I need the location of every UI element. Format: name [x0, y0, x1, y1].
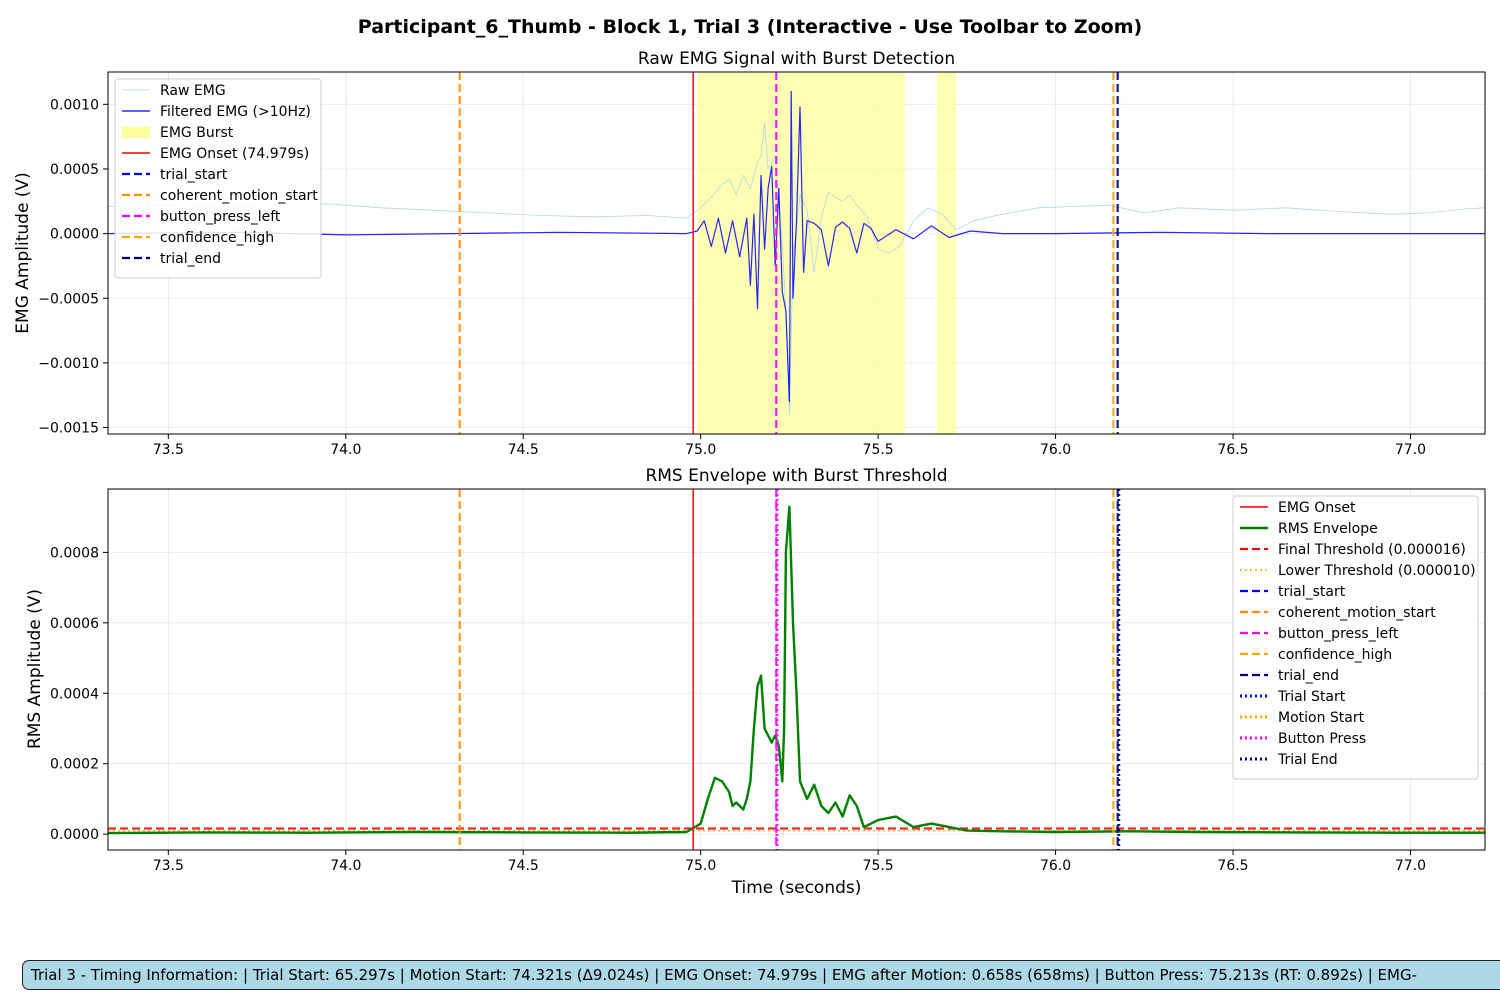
y-tick-label: 0.0010 — [50, 97, 99, 113]
legend-patch — [122, 127, 150, 138]
legend-frame — [1232, 495, 1479, 780]
y-tick-label: −0.0005 — [38, 291, 99, 307]
legend-label: trial_end — [160, 251, 221, 267]
legend-label: button_press_left — [160, 209, 281, 225]
y-tick-label: 0.0004 — [50, 686, 99, 702]
figure-title: Participant_6_Thumb - Block 1, Trial 3 (… — [357, 16, 1143, 38]
y-tick-label: 0.0005 — [50, 162, 99, 178]
x-tick-label: 73.5 — [153, 858, 184, 874]
series-line — [108, 123, 1485, 415]
legend-label: EMG Onset (74.979s) — [160, 146, 309, 162]
x-tick-label: 76.5 — [1217, 442, 1248, 458]
timing-info-text: Trial 3 - Timing Information: | Trial St… — [31, 966, 1417, 984]
legend-label: Filtered EMG (>10Hz) — [160, 104, 311, 120]
legend-label: Final Threshold (0.000016) — [1278, 542, 1466, 558]
x-tick-label: 74.5 — [508, 442, 539, 458]
legend-label: RMS Envelope — [1278, 521, 1378, 537]
y-tick-label: −0.0015 — [38, 421, 99, 437]
legend-label: trial_start — [1278, 584, 1346, 600]
rms-envelope-axes: 73.5 74.0 74.5 75.0 75.5 76.0 76.5 77.0 0.0000 0.… — [25, 466, 1486, 898]
x-tick-label: 77.0 — [1395, 858, 1426, 874]
timing-info-box: Trial 3 - Timing Information: | Trial St… — [22, 960, 1500, 990]
x-tick-label: 74.0 — [330, 858, 361, 874]
x-tick-label: 77.0 — [1395, 442, 1426, 458]
legend-label: EMG Burst — [160, 125, 234, 141]
x-tick-label: 75.5 — [863, 858, 894, 874]
legend-label: coherent_motion_start — [160, 188, 318, 204]
x-tick-label: 76.0 — [1040, 442, 1071, 458]
series-line — [108, 505, 1485, 835]
y-tick-label: 0.0006 — [50, 616, 99, 632]
y-tick-label: 0.0002 — [50, 757, 99, 773]
legend-label: EMG Onset — [1278, 500, 1356, 516]
axes-frame — [107, 488, 1486, 851]
x-tick-label: 74.5 — [508, 858, 539, 874]
x-tick-label: 75.0 — [685, 442, 716, 458]
axes-title: Raw EMG Signal with Burst Detection — [638, 49, 955, 69]
y-axis-label: EMG Amplitude (V) — [13, 172, 33, 333]
x-tick-label: 76.0 — [1040, 858, 1071, 874]
legend-label: Raw EMG — [160, 83, 226, 99]
legend-label: Trial End — [1277, 752, 1338, 768]
raw-emg-axes: 73.5 74.0 74.5 75.0 75.5 76.0 76.5 77.0 0.0010 0.… — [13, 49, 1486, 458]
plot-area — [108, 72, 1485, 434]
x-tick-label: 74.0 — [330, 442, 361, 458]
x-tick-label: 73.5 — [153, 442, 184, 458]
legend-label: trial_end — [1278, 668, 1339, 684]
legend-frame — [114, 78, 322, 279]
legend-label: confidence_high — [1278, 647, 1392, 663]
legend-label: Motion Start — [1278, 710, 1365, 726]
legend-label: button_press_left — [1278, 626, 1399, 642]
legend: EMG Onset RMS Envelope Final Threshold (0.… — [1232, 495, 1479, 780]
emg-burst-span — [936, 72, 957, 434]
legend: Raw EMG Filtered EMG (>10Hz) EMG Burst EMG … — [114, 78, 322, 279]
axes-title: RMS Envelope with Burst Threshold — [645, 466, 947, 486]
series-line — [108, 90, 1485, 403]
legend-label: Lower Threshold (0.000010) — [1278, 563, 1476, 579]
axes-frame — [107, 71, 1486, 435]
y-tick-label: 0.0008 — [50, 545, 99, 561]
chart-figure: 73.5 74.0 74.5 75.0 75.5 76.0 76.5 77.0 0.0010 0.… — [13, 49, 1486, 898]
legend-label: confidence_high — [160, 230, 274, 246]
x-axis-label: Time (seconds) — [731, 878, 862, 898]
plot-area — [108, 489, 1485, 850]
legend-label: Trial Start — [1277, 689, 1346, 705]
legend-label: trial_start — [160, 167, 228, 183]
x-tick-label: 75.5 — [863, 442, 894, 458]
x-tick-label: 75.0 — [685, 858, 716, 874]
y-tick-label: 0.0000 — [50, 827, 99, 843]
legend-label: Button Press — [1278, 731, 1366, 747]
y-axis-label: RMS Amplitude (V) — [25, 589, 45, 749]
legend-label: coherent_motion_start — [1278, 605, 1436, 621]
y-tick-label: −0.0010 — [38, 356, 99, 372]
y-tick-label: 0.0000 — [50, 227, 99, 243]
x-tick-label: 76.5 — [1217, 858, 1248, 874]
